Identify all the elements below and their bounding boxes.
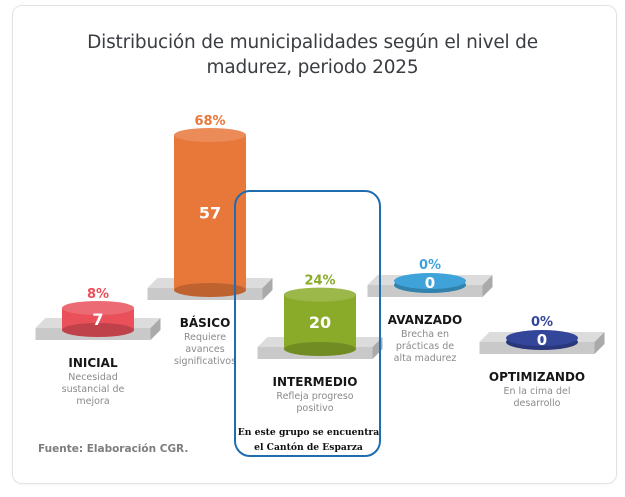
data-label: 57 [199,204,221,223]
category-label: INTERMEDIO [272,375,358,389]
category-description: Brecha en prácticas de alta madurez [365,329,485,365]
category-description-line: desarrollo [513,398,561,409]
highlight-note-line-2: el Cantón de Esparza [254,442,363,453]
bar-top [284,287,356,302]
percent-label: 68% [194,114,225,129]
bar-bottom [174,283,246,297]
category-description-line: En la cima del [503,386,571,397]
bar [506,330,578,346]
chart-title-line-1: Distribución de municipalidades según el… [87,32,538,53]
bar [284,294,356,349]
platform-side [482,275,493,297]
category-description: Necesidad sustancial de mejora [33,372,153,408]
percent-label: 0% [419,258,441,273]
category-description-line: alta madurez [393,353,457,364]
category-description-line: Refleja progreso [276,391,354,402]
source-note: Fuente: Elaboración CGR. [38,443,189,455]
platform-side [262,278,273,300]
category-description-line: Brecha en [400,329,449,340]
data-label: 20 [309,313,331,332]
bar-top [174,128,246,142]
bar-bottom [62,323,134,337]
percent-label: 24% [304,274,335,289]
chart-card [12,5,617,484]
bar [394,273,466,289]
category-description-line: mejora [76,396,110,407]
category-description-line: avances [185,344,225,355]
highlight-note-line-1: En este grupo se encuentra [237,427,380,438]
bar-group-intermedio: 20 24% [257,274,383,359]
data-label: 0 [425,274,435,292]
category-description-line: significativos [173,356,237,367]
category-description: En la cima del desarrollo [477,386,597,410]
bar-group-avanzado: 00% [367,258,493,297]
category-label: OPTIMIZANDO [488,370,586,384]
percent-label: 8% [87,287,109,302]
platform-side [594,332,605,354]
category-description-line: positivo [296,403,334,414]
highlight-note: En este grupo se encuentra el Cantón de … [236,425,381,455]
platform-side [150,318,161,340]
category-description-line: prácticas de [395,341,455,352]
data-label: 7 [92,310,103,329]
bar-bottom [284,342,356,356]
highlight-box [234,190,381,457]
bar-group-inicial: 7 8% [35,287,161,340]
category-label: AVANZADO [387,313,463,327]
chart-title-line-2: madurez, periodo 2025 [206,57,419,78]
category-label: BÁSICO [179,316,231,330]
bar-group-optimizando: 00% [479,315,605,354]
category-description-line: Necesidad [68,372,118,383]
data-label: 0 [537,331,547,349]
category-description-line: sustancial de [61,384,125,395]
category-label: INICIAL [68,356,118,370]
category-description: Refleja progreso positivo [255,391,375,415]
percent-label: 0% [531,315,553,330]
category-description-line: Requiere [183,332,227,343]
chart-title: Distribución de municipalidades según el… [40,30,585,80]
bar-top [62,301,134,315]
category-description: Requiere avances significativos [145,332,265,368]
